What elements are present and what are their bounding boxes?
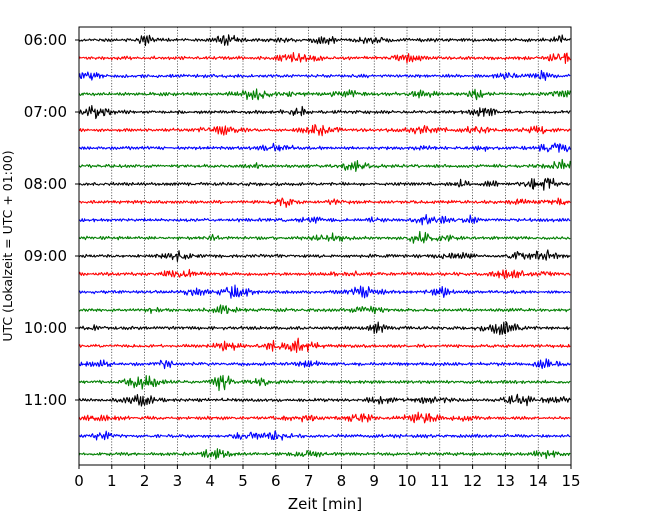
- trace-row-07:30: [78, 142, 571, 153]
- seismic-traces: [78, 34, 571, 460]
- trace-row-10:00: [78, 321, 571, 336]
- y-tick-label-0: 06:00: [24, 31, 67, 49]
- x-tick-label-7: 7: [304, 472, 314, 490]
- y-axis-label: UTC (Lokalzeit = UTC + 01:00): [0, 150, 15, 341]
- trace-row-06:45: [78, 88, 571, 101]
- trace-row-09:30: [78, 284, 571, 299]
- trace-row-08:45: [78, 230, 571, 244]
- y-tick-label-3: 09:00: [24, 247, 67, 265]
- x-tick-label-10: 10: [397, 472, 416, 490]
- x-tick-label-12: 12: [463, 472, 482, 490]
- y-axis-ticks: 06:00 07:00 08:00 09:00 10:00 11:00: [24, 31, 79, 409]
- trace-row-11:45: [78, 448, 571, 460]
- x-tick-label-0: 0: [74, 472, 84, 490]
- trace-row-09:45: [78, 304, 571, 315]
- x-tick-label-6: 6: [271, 472, 281, 490]
- trace-row-07:00: [78, 105, 571, 120]
- x-tick-label-9: 9: [369, 472, 379, 490]
- x-tick-label-2: 2: [140, 472, 150, 490]
- x-tick-label-13: 13: [496, 472, 515, 490]
- x-axis-ticks: 0 1 2 3 4 5 6 7 8 9 10 11 12 13 14 15: [74, 465, 581, 490]
- trace-row-11:15: [78, 411, 571, 424]
- y-tick-label-4: 10:00: [24, 319, 67, 337]
- x-tick-label-11: 11: [430, 472, 449, 490]
- x-tick-label-1: 1: [107, 472, 117, 490]
- vertical-grid: [111, 27, 539, 465]
- y-tick-label-5: 11:00: [24, 391, 67, 409]
- trace-row-07:45: [78, 158, 571, 173]
- trace-row-06:15: [78, 52, 571, 65]
- trace-row-10:15: [78, 337, 571, 354]
- x-tick-label-3: 3: [173, 472, 183, 490]
- x-tick-label-5: 5: [238, 472, 248, 490]
- x-tick-label-15: 15: [561, 472, 580, 490]
- trace-row-09:15: [78, 268, 571, 280]
- trace-row-07:15: [78, 124, 571, 137]
- trace-row-11:30: [78, 430, 571, 441]
- trace-row-08:00: [78, 177, 571, 191]
- y-tick-label-1: 07:00: [24, 103, 67, 121]
- y-tick-label-2: 08:00: [24, 175, 67, 193]
- trace-row-06:30: [78, 69, 571, 81]
- trace-row-06:00: [78, 34, 571, 47]
- x-axis-label: Zeit [min]: [288, 495, 362, 513]
- x-tick-label-4: 4: [205, 472, 215, 490]
- trace-row-08:15: [78, 197, 571, 208]
- trace-row-11:00: [78, 393, 571, 407]
- trace-row-10:45: [78, 374, 571, 392]
- trace-row-10:30: [78, 358, 571, 370]
- x-tick-label-14: 14: [529, 472, 548, 490]
- x-tick-label-8: 8: [337, 472, 347, 490]
- plot-frame: [78, 26, 572, 466]
- trace-row-08:30: [79, 214, 571, 226]
- trace-row-09:00: [78, 249, 571, 262]
